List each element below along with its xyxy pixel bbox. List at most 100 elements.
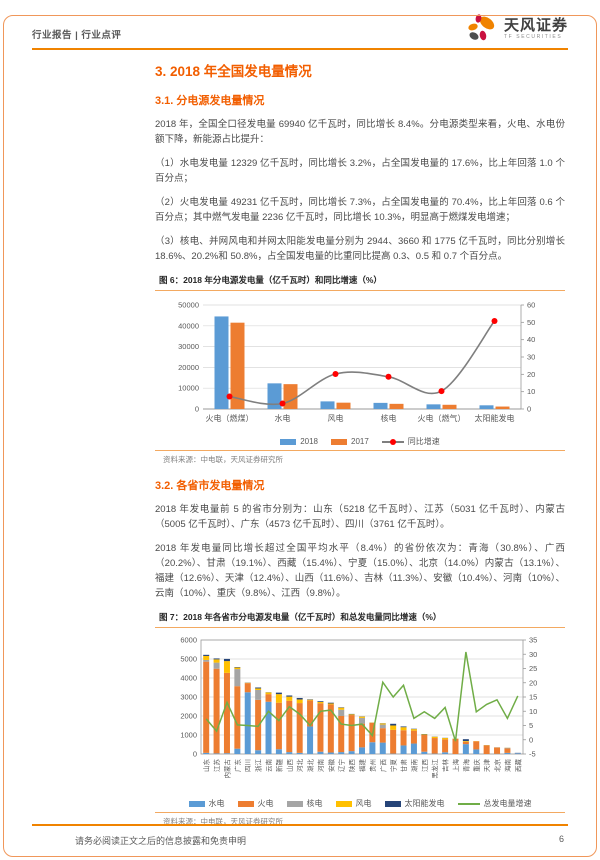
svg-text:北京: 北京: [493, 759, 502, 773]
svg-text:山西: 山西: [285, 759, 294, 773]
paragraph: 2018 年发电量同比增长超过全国平均水平（8.4%）的省份依次为：青海（30.…: [155, 541, 565, 601]
legend-swatch: [385, 801, 401, 807]
svg-text:海南: 海南: [503, 759, 512, 773]
legend-item: 核电: [287, 798, 323, 809]
svg-text:辽宁: 辽宁: [337, 759, 346, 773]
figure6-caption: 图 6：2018 年分电源发电量（亿千瓦时）和同比增速（%）: [159, 274, 565, 286]
svg-text:江苏: 江苏: [212, 759, 221, 773]
brand-subtitle: TF SECURITIES: [504, 35, 568, 40]
paragraph: 2018 年，全国全口径发电量 69940 亿千瓦时，同比增长 8.4%。分电源…: [155, 117, 565, 147]
footer-disclaimer: 请务必阅读正文之后的信息披露和免责申明: [75, 834, 246, 847]
legend-item: 风电: [336, 798, 372, 809]
svg-text:10: 10: [527, 387, 535, 396]
legend-line-swatch: [382, 441, 404, 443]
svg-text:30: 30: [529, 650, 537, 659]
legend-swatch: [336, 801, 352, 807]
svg-text:江西: 江西: [421, 759, 429, 773]
svg-text:浙江: 浙江: [254, 759, 263, 773]
svg-text:-5: -5: [529, 750, 536, 759]
figure7-legend: 水电火电核电风电太阳能发电总发电量增速: [155, 798, 565, 809]
brand-logo: 天风证券 TF SECURITIES: [467, 14, 568, 46]
svg-text:黑龙江: 黑龙江: [430, 759, 439, 779]
svg-text:10: 10: [529, 707, 537, 716]
footer: 请务必阅读正文之后的信息披露和免责申明 6: [0, 834, 600, 847]
legend-swatch: [331, 439, 347, 445]
svg-text:青海: 青海: [461, 759, 470, 773]
svg-text:安徽: 安徽: [326, 759, 335, 773]
svg-text:3000: 3000: [180, 693, 197, 702]
svg-text:太阳能发电: 太阳能发电: [475, 413, 515, 423]
svg-text:内蒙古: 内蒙古: [222, 759, 231, 779]
legend-swatch: [189, 801, 205, 807]
svg-text:湖南: 湖南: [409, 759, 418, 773]
legend-item-line: 总发电量增速: [458, 798, 532, 809]
svg-text:60: 60: [527, 301, 535, 310]
figure6-top-rule: [155, 290, 565, 291]
svg-text:20000: 20000: [178, 363, 199, 372]
svg-text:山东: 山东: [202, 759, 211, 773]
svg-text:10000: 10000: [178, 384, 199, 393]
legend-item-line: 同比增速: [382, 436, 440, 447]
brand-name: 天风证券: [504, 18, 568, 33]
svg-text:20: 20: [529, 678, 537, 687]
svg-text:0: 0: [193, 750, 197, 759]
legend-swatch: [280, 439, 296, 445]
section-title: 3. 2018 年全国发电量情况: [155, 60, 565, 80]
svg-text:1000: 1000: [180, 731, 197, 740]
svg-text:贵州: 贵州: [368, 759, 377, 772]
report-body: 3. 2018 年全国发电量情况 3.1. 分电源发电量情况 2018 年，全国…: [155, 60, 565, 827]
svg-text:上海: 上海: [451, 759, 460, 773]
paragraph: 2018 年发电量前 5 的省市分别为：山东（5218 亿千瓦时）、江苏（503…: [155, 502, 565, 532]
subsection-title-provinces: 3.2. 各省市发电量情况: [155, 477, 565, 493]
svg-text:25: 25: [529, 664, 537, 673]
svg-text:40: 40: [527, 335, 535, 344]
svg-text:0: 0: [529, 735, 533, 744]
svg-text:核电: 核电: [381, 413, 397, 423]
svg-text:四川: 四川: [244, 759, 252, 772]
svg-text:水电: 水电: [275, 413, 291, 423]
footer-rule: [32, 824, 568, 826]
figure6-chart: 010000200003000040000500000102030405060火…: [155, 297, 565, 435]
legend-item: 水电: [189, 798, 225, 809]
svg-text:重庆: 重庆: [472, 759, 481, 773]
svg-text:广东: 广东: [233, 759, 242, 773]
svg-text:宁夏: 宁夏: [389, 759, 398, 773]
svg-text:西藏: 西藏: [513, 759, 522, 773]
svg-text:30: 30: [527, 353, 535, 362]
legend-line-swatch: [458, 803, 480, 805]
paragraph: （3）核电、并网风电和并网太阳能发电量分别为 2944、3660 和 1775 …: [155, 234, 565, 264]
paragraph: （1）水电发电量 12329 亿千瓦时，同比增长 3.2%，占全国发电量的 17…: [155, 156, 565, 186]
legend-swatch: [238, 801, 254, 807]
svg-text:0: 0: [195, 405, 199, 414]
svg-text:天津: 天津: [483, 759, 491, 773]
tf-securities-logo-icon: [467, 14, 497, 44]
svg-text:广西: 广西: [378, 759, 387, 773]
svg-text:火电（燃煤）: 火电（燃煤）: [206, 413, 254, 423]
svg-text:20: 20: [527, 370, 535, 379]
svg-text:30000: 30000: [178, 342, 199, 351]
svg-text:50000: 50000: [178, 301, 199, 310]
legend-item: 太阳能发电: [385, 798, 445, 809]
legend-item: 2018: [280, 437, 318, 446]
figure7-bottom-rule: [155, 812, 565, 813]
svg-text:5: 5: [529, 721, 533, 730]
figure7-top-rule: [155, 627, 565, 628]
svg-text:福建: 福建: [358, 759, 367, 773]
svg-text:火电（燃气）: 火电（燃气）: [418, 413, 466, 423]
legend-line-marker: [390, 439, 396, 445]
legend-item: 2017: [331, 437, 369, 446]
svg-text:15: 15: [529, 693, 537, 702]
svg-text:河北: 河北: [296, 759, 304, 773]
figure6-source: 资料来源：中电联，天风证券研究所: [163, 454, 565, 465]
figure7-caption: 图 7：2018 年各省市分电源发电量（亿千瓦时）和总发电量同比增速（%）: [159, 611, 565, 623]
svg-text:2000: 2000: [180, 712, 197, 721]
svg-text:河南: 河南: [316, 759, 325, 773]
svg-text:新疆: 新疆: [274, 759, 283, 773]
brand-text: 天风证券 TF SECURITIES: [504, 18, 568, 40]
paragraph: （2）火电发电量 49231 亿千瓦时，同比增长 7.3%，占全国发电量的 70…: [155, 195, 565, 225]
figure6-bottom-rule: [155, 450, 565, 451]
svg-text:40000: 40000: [178, 321, 199, 330]
svg-text:6000: 6000: [180, 636, 197, 645]
svg-text:风电: 风电: [328, 413, 344, 423]
report-type-label: 行业报告 | 行业点评: [32, 27, 121, 46]
